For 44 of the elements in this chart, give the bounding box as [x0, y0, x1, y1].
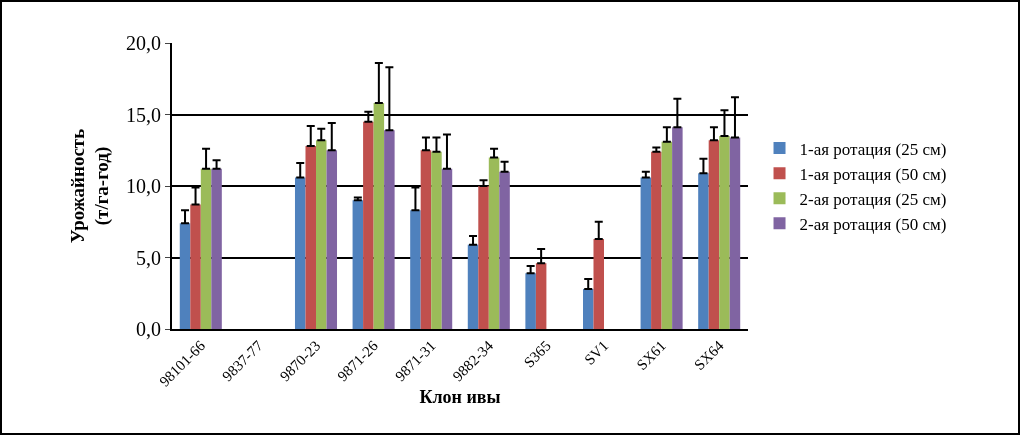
x-tick-label: SV1: [581, 337, 612, 368]
legend-label: 1-ая ротация (50 см): [799, 164, 947, 184]
bar: [373, 103, 385, 329]
bar: [708, 140, 720, 329]
bar: [488, 157, 500, 329]
x-axis-title: Клон ивы: [419, 387, 501, 408]
y-tick-label: 20,0: [126, 32, 161, 54]
bar: [661, 141, 673, 329]
bar: [593, 238, 604, 329]
bar: [582, 288, 594, 329]
legend-label: 2-ая ротация (50 см): [799, 214, 947, 234]
bar: [190, 204, 201, 329]
bar: [499, 171, 510, 329]
legend-label: 2-ая ротация (25 см): [799, 189, 947, 209]
bar: [410, 210, 421, 329]
y-tick-label: 15,0: [126, 103, 161, 126]
bar: [384, 130, 395, 329]
bar: [467, 244, 479, 329]
bar: [441, 168, 453, 329]
y-axis-title: Урожайность (т/га-год): [66, 128, 114, 244]
bar: [651, 151, 662, 329]
bar: [729, 137, 741, 329]
bar: [352, 200, 364, 329]
legend-label: 1-ая ротация (25 см): [799, 139, 947, 159]
bar: [672, 127, 683, 329]
bar: [179, 223, 191, 329]
bar: [431, 151, 442, 329]
bar: [698, 173, 709, 329]
y-tick-label: 0,0: [136, 318, 161, 340]
bar: [719, 135, 730, 329]
bar: [326, 150, 338, 329]
y-tick-label: 10,0: [126, 175, 161, 197]
bar: [640, 177, 652, 329]
bar: [305, 145, 316, 329]
y-tick-label: 5,0: [136, 246, 161, 269]
bar: [535, 263, 547, 329]
bar: [200, 168, 212, 329]
bar: [363, 121, 374, 329]
bar: [211, 168, 222, 329]
bar: [478, 186, 489, 329]
bar: [525, 273, 536, 329]
bar: [294, 177, 306, 329]
bar: [316, 140, 327, 329]
bar: [420, 150, 432, 329]
